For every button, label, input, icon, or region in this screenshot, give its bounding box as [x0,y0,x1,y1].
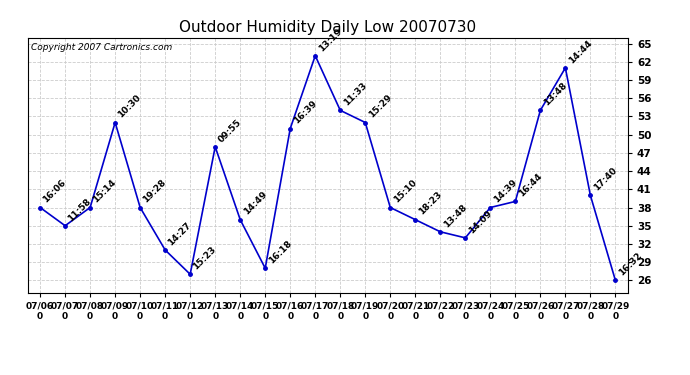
Text: 17:40: 17:40 [592,166,618,193]
Text: 15:29: 15:29 [366,93,393,120]
Text: 11:58: 11:58 [66,196,93,223]
Text: 14:44: 14:44 [566,38,593,65]
Title: Outdoor Humidity Daily Low 20070730: Outdoor Humidity Daily Low 20070730 [179,20,476,35]
Text: 16:32: 16:32 [617,251,643,278]
Text: 15:10: 15:10 [392,178,418,205]
Text: 15:14: 15:14 [92,178,118,205]
Text: 14:39: 14:39 [492,178,518,205]
Text: 19:28: 19:28 [141,178,168,205]
Text: 13:19: 13:19 [317,26,344,53]
Text: 15:23: 15:23 [192,245,218,272]
Text: 16:44: 16:44 [517,172,544,199]
Text: 16:06: 16:06 [41,178,68,205]
Text: 14:09: 14:09 [466,209,493,235]
Text: 09:55: 09:55 [217,117,243,144]
Text: 11:33: 11:33 [342,81,368,108]
Text: 14:27: 14:27 [166,220,193,247]
Text: 13:48: 13:48 [542,81,569,108]
Text: 14:49: 14:49 [241,190,268,217]
Text: Copyright 2007 Cartronics.com: Copyright 2007 Cartronics.com [30,43,172,52]
Text: 16:39: 16:39 [292,99,318,126]
Text: 16:18: 16:18 [266,239,293,266]
Text: 18:23: 18:23 [417,190,443,217]
Text: 10:30: 10:30 [117,93,143,120]
Text: 13:48: 13:48 [442,202,469,229]
